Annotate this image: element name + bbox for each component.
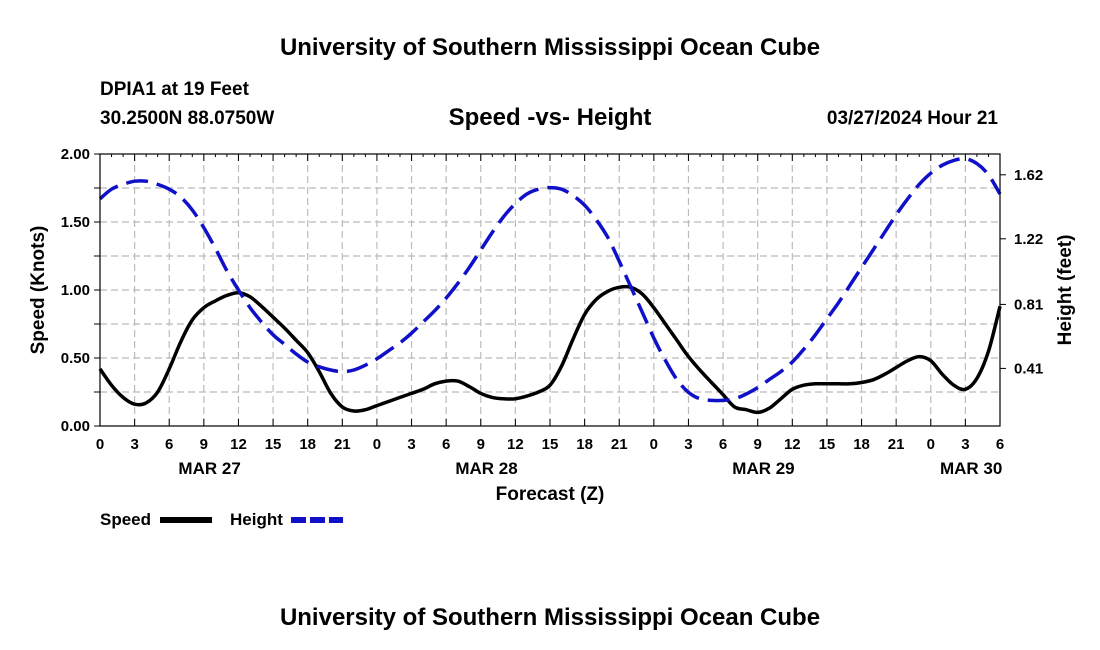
station-coords: 30.2500N 88.0750W [100, 108, 274, 129]
x-tick-label: 0 [650, 436, 658, 453]
station-label: DPIA1 at 19 Feet [100, 79, 250, 100]
y-tick-label: 0.50 [61, 350, 90, 367]
x-tick-label: 6 [165, 436, 173, 453]
date-label: MAR 28 [455, 459, 517, 478]
y-tick-label: 2.00 [61, 146, 90, 163]
x-tick-label: 6 [719, 436, 727, 453]
y2-tick-label: 1.22 [1014, 231, 1043, 248]
x-tick-label: 21 [611, 436, 628, 453]
series-layer [98, 156, 1002, 415]
y-tick-label: 1.00 [61, 282, 90, 299]
x-tick-label: 3 [407, 436, 415, 453]
legend-height-label: Height [230, 510, 283, 529]
speed-series-line [98, 284, 1002, 415]
page-title: University of Southern Mississippi Ocean… [280, 34, 820, 61]
x-tick-label: 12 [230, 436, 247, 453]
x-tick-label: 9 [200, 436, 208, 453]
y-axis-title: Speed (Knots) [28, 226, 49, 355]
x-tick-label: 9 [754, 436, 762, 453]
legend: Speed Height [100, 510, 343, 529]
date-label: MAR 30 [940, 459, 1002, 478]
x-tick-label: 12 [784, 436, 801, 453]
x-tick-label: 0 [927, 436, 935, 453]
height-series-line [98, 156, 1002, 403]
x-tick-label: 21 [888, 436, 905, 453]
x-tick-label: 3 [130, 436, 138, 453]
x-tick-label: 12 [507, 436, 524, 453]
x-tick-label: 0 [96, 436, 104, 453]
forecast-timestamp: 03/27/2024 Hour 21 [827, 108, 999, 129]
x-tick-label: 6 [442, 436, 450, 453]
x-tick-label: 6 [996, 436, 1004, 453]
x-tick-label: 18 [576, 436, 593, 453]
x-tick-label: 3 [684, 436, 692, 453]
y-tick-label: 0.00 [61, 418, 90, 435]
footer-title: University of Southern Mississippi Ocean… [280, 604, 820, 631]
x-tick-label: 21 [334, 436, 351, 453]
axes: 0 3 6 9 12 15 18 21 0 3 6 9 12 15 18 21 0 3 6 9 12 15 18 21 0 3 6M… [61, 146, 1043, 478]
x-axis-title: Forecast (Z) [496, 484, 605, 505]
y2-tick-label: 0.81 [1014, 296, 1043, 313]
x-tick-label: 9 [477, 436, 485, 453]
x-tick-label: 18 [299, 436, 316, 453]
chart-title: Speed -vs- Height [449, 104, 652, 131]
y2-tick-label: 0.41 [1014, 360, 1043, 377]
y-tick-label: 1.50 [61, 214, 90, 231]
legend-speed-label: Speed [100, 510, 151, 529]
x-tick-label: 15 [542, 436, 559, 453]
date-label: MAR 29 [732, 459, 794, 478]
x-tick-label: 3 [961, 436, 969, 453]
y2-axis-title: Height (feet) [1055, 235, 1076, 346]
x-tick-label: 0 [373, 436, 381, 453]
x-tick-label: 15 [819, 436, 836, 453]
grid [100, 154, 1000, 426]
x-tick-label: 15 [265, 436, 282, 453]
date-label: MAR 27 [178, 459, 240, 478]
x-tick-label: 18 [853, 436, 870, 453]
y2-tick-label: 1.62 [1014, 167, 1043, 184]
